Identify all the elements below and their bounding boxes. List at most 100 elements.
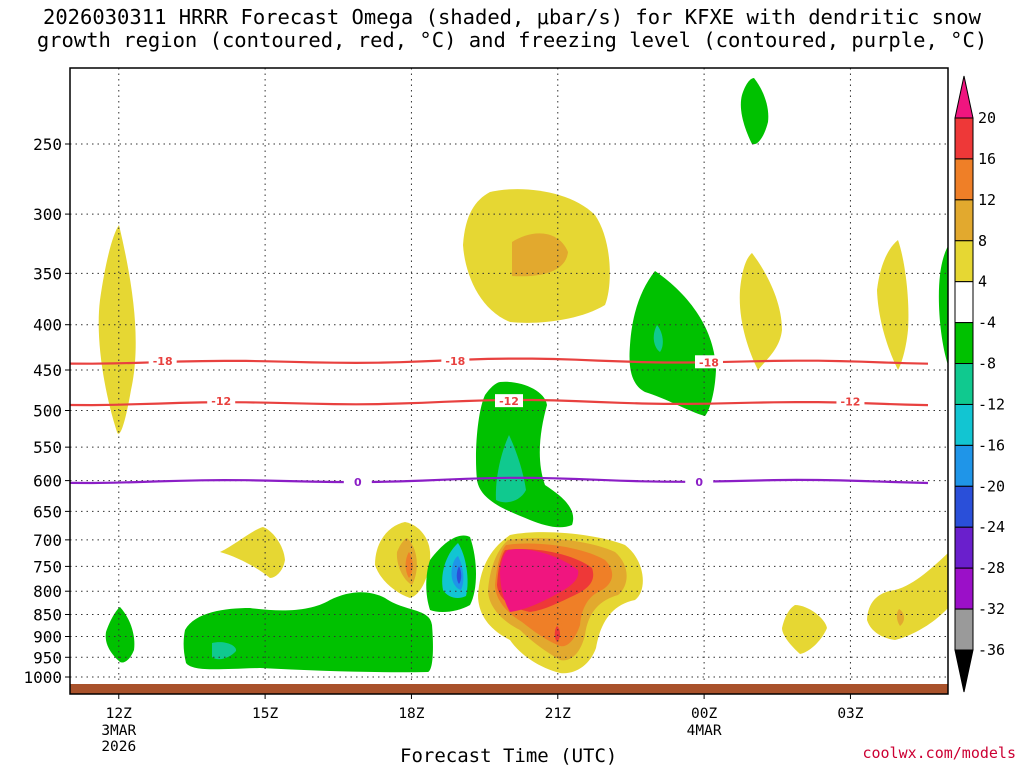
y-tick-label: 900: [33, 627, 62, 646]
chart-title-line1: 2026030311 HRRR Forecast Omega (shaded, …: [43, 5, 981, 29]
colorbar-label: 12: [978, 191, 996, 209]
x-tick-label: 03Z: [837, 706, 863, 722]
colorbar-label: -20: [978, 477, 1005, 495]
freezing-level-contour-label: 0: [695, 476, 703, 489]
dendritic-contour-label: -12: [841, 396, 861, 409]
omega-region-negative-8: [495, 435, 526, 503]
colorbar-label: -16: [978, 436, 1005, 454]
omega-region-negative: [105, 607, 135, 663]
colorbar-segment: [954, 117, 974, 160]
omega-region-positive: [867, 553, 948, 640]
x-tick-sublabel: 3MAR: [101, 723, 136, 739]
y-tick-label: 750: [33, 557, 62, 576]
omega-region-positive-8: [896, 609, 905, 626]
x-axis-title: Forecast Time (UTC): [400, 745, 618, 767]
x-tick-label: 18Z: [398, 706, 424, 722]
ground-surface: [70, 684, 948, 694]
credit-link[interactable]: coolwx.com/models: [862, 744, 1016, 762]
colorbar-label: -32: [978, 600, 1005, 618]
colorbar-label: 8: [978, 232, 987, 250]
colorbar: 20 16 12 8 4 -4 -8 -12 -16 -20 -24 -28 -32 -36: [954, 75, 1005, 693]
dendritic-contour-label-bg: [441, 353, 470, 367]
colorbar-label: -24: [978, 518, 1005, 536]
omega-region-positive-16: [554, 626, 560, 642]
colorbar-arrow-bottom: [954, 649, 974, 693]
colorbar-label: 4: [978, 273, 987, 291]
dendritic-contour: [69, 357, 929, 365]
chart-title-line2: growth region (contoured, red, °C) and f…: [36, 28, 988, 52]
omega-region-negative-20: [456, 566, 462, 584]
omega-region-positive-20: [500, 549, 579, 612]
x-tick-sublabel: 4MAR: [687, 723, 722, 739]
omega-shading: [98, 78, 948, 674]
omega-region-negative: [938, 246, 948, 365]
dendritic-contour-label: -18: [699, 356, 719, 369]
omega-region-positive: [782, 605, 827, 654]
freezing-level-contour-label-bg: [685, 474, 714, 488]
omega-region-positive: [877, 240, 909, 370]
colorbar-segment: [954, 403, 974, 446]
y-tick-label: 1000: [23, 668, 62, 687]
y-tick-label: 950: [33, 648, 62, 667]
colorbar-segment: [954, 240, 974, 283]
colorbar-segment: [954, 567, 974, 610]
omega-region-negative: [475, 381, 574, 528]
colorbar-segment: [954, 199, 974, 242]
x-tick-sublabel: 2026: [101, 739, 136, 755]
omega-region-negative: [740, 78, 769, 145]
freezing-level-contour: [69, 476, 929, 485]
omega-region-negative-8: [653, 325, 663, 352]
y-tick-label: 450: [33, 361, 62, 380]
omega-region-positive: [98, 225, 136, 434]
dendritic-contour-label: -18: [445, 355, 465, 368]
dendritic-contour-label-bg: [694, 355, 723, 369]
y-tick-label: 500: [33, 402, 62, 421]
omega-region-positive: [220, 527, 285, 578]
colorbar-segment: [954, 485, 974, 528]
colorbar-segment: [954, 608, 974, 651]
colorbar-segment: [954, 363, 974, 405]
y-tick-label: 700: [33, 531, 62, 550]
omega-region-positive: [739, 253, 782, 370]
colorbar-label: -28: [978, 559, 1005, 577]
colorbar-label: -4: [978, 314, 996, 332]
omega-region-negative: [183, 592, 433, 673]
colorbar-label: -36: [978, 641, 1005, 659]
dendritic-contour-label-bg: [148, 353, 177, 367]
omega-region-negative: [629, 271, 716, 416]
colorbar-label: 16: [978, 150, 996, 168]
colorbar-label: -8: [978, 355, 996, 373]
colorbar-arrow-top: [954, 75, 974, 119]
dendritic-contour-label: -12: [499, 395, 519, 408]
dendritic-contour-label: -18: [153, 355, 173, 368]
x-tick-label: 21Z: [545, 706, 571, 722]
freezing-level-contour-label-bg: [343, 475, 372, 489]
colorbar-segment: [954, 526, 974, 569]
x-tick-label: 00Z: [691, 706, 717, 722]
y-tick-label: 800: [33, 582, 62, 601]
colorbar-segment: [954, 158, 974, 201]
omega-region-negative-8: [212, 642, 237, 660]
freezing-level-contour-label: 0: [354, 476, 362, 489]
y-axis: 250 300 350 400 450 500 550 600 650 700 750 800 850 9…: [23, 135, 70, 687]
x-tick-label: 15Z: [252, 706, 278, 722]
colorbar-label: -12: [978, 395, 1005, 413]
omega-region-positive-8: [512, 233, 568, 277]
y-tick-label: 600: [33, 472, 62, 491]
y-tick-label: 850: [33, 606, 62, 625]
plot-frame: [69, 67, 949, 695]
dendritic-contour-label-bg: [207, 394, 236, 408]
colorbar-segment: [954, 444, 974, 487]
dendritic-contour-label-bg: [836, 394, 865, 408]
colorbar-label: 20: [978, 109, 996, 127]
chart-title: 2026030311 HRRR Forecast Omega (shaded, …: [0, 6, 1024, 52]
colorbar-segment: [954, 281, 974, 324]
x-tick-label: 12Z: [106, 706, 132, 722]
y-tick-label: 550: [33, 438, 62, 457]
y-tick-label: 400: [33, 316, 62, 335]
dendritic-contour-label: -12: [211, 395, 231, 408]
contour-lines: -18 -18 -18 -12 -12 -12 0 0: [69, 353, 929, 489]
dendritic-contour-label-bg: [495, 394, 523, 408]
